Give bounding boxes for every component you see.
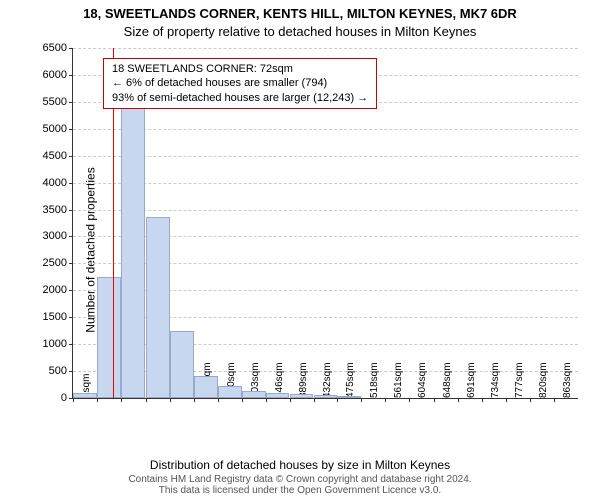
histogram-plot: 0500100015002000250030003500400045005000… bbox=[72, 48, 578, 399]
chart-title-line1: 18, SWEETLANDS CORNER, KENTS HILL, MILTO… bbox=[0, 6, 600, 21]
xtick-label: 691sqm bbox=[462, 362, 477, 398]
histogram-bar bbox=[242, 391, 266, 398]
xtick-mark bbox=[242, 398, 243, 402]
ytick-label: 1000 bbox=[43, 338, 73, 350]
ytick-label: 3000 bbox=[43, 230, 73, 242]
histogram-bar bbox=[290, 394, 314, 398]
gridline-h bbox=[73, 129, 578, 130]
histogram-bar bbox=[97, 277, 121, 398]
xtick-mark bbox=[482, 398, 483, 402]
histogram-bar bbox=[314, 395, 338, 398]
ytick-label: 2500 bbox=[43, 257, 73, 269]
ytick-label: 4000 bbox=[43, 177, 73, 189]
xtick-mark bbox=[97, 398, 98, 402]
ytick-label: 4500 bbox=[43, 150, 73, 162]
ytick-label: 500 bbox=[49, 365, 73, 377]
xtick-label: 734sqm bbox=[486, 362, 501, 398]
annotation-line2: ← 6% of detached houses are smaller (794… bbox=[112, 76, 368, 90]
annotation-line1: 18 SWEETLANDS CORNER: 72sqm bbox=[112, 62, 368, 76]
xtick-mark bbox=[506, 398, 507, 402]
xtick-label: 648sqm bbox=[438, 362, 453, 398]
histogram-bar bbox=[73, 393, 97, 398]
xtick-mark bbox=[458, 398, 459, 402]
gridline-h bbox=[73, 183, 578, 184]
histogram-bar bbox=[194, 376, 218, 398]
histogram-bar bbox=[218, 386, 242, 398]
xtick-label: 604sqm bbox=[413, 362, 428, 398]
xtick-mark bbox=[266, 398, 267, 402]
gridline-h bbox=[73, 156, 578, 157]
xtick-mark bbox=[434, 398, 435, 402]
ytick-label: 2000 bbox=[43, 284, 73, 296]
chart-title-line2: Size of property relative to detached ho… bbox=[0, 24, 600, 39]
ytick-label: 6500 bbox=[43, 42, 73, 54]
xtick-mark bbox=[170, 398, 171, 402]
ytick-label: 1500 bbox=[43, 311, 73, 323]
annotation-line3: 93% of semi-detached houses are larger (… bbox=[112, 91, 368, 105]
xtick-label: 820sqm bbox=[534, 362, 549, 398]
xtick-mark bbox=[554, 398, 555, 402]
xtick-mark bbox=[409, 398, 410, 402]
ytick-label: 5000 bbox=[43, 123, 73, 135]
xtick-mark bbox=[385, 398, 386, 402]
xtick-mark bbox=[73, 398, 74, 402]
annotation-box: 18 SWEETLANDS CORNER: 72sqm ← 6% of deta… bbox=[103, 58, 377, 109]
ytick-label: 5500 bbox=[43, 96, 73, 108]
xtick-mark bbox=[337, 398, 338, 402]
histogram-bar bbox=[266, 393, 290, 398]
gridline-h bbox=[73, 210, 578, 211]
xtick-label: 389sqm bbox=[294, 362, 309, 398]
xtick-label: 518sqm bbox=[365, 362, 380, 398]
xtick-mark bbox=[361, 398, 362, 402]
xtick-mark bbox=[121, 398, 122, 402]
xtick-mark bbox=[218, 398, 219, 402]
histogram-bar bbox=[337, 396, 361, 398]
ytick-label: 6000 bbox=[43, 69, 73, 81]
x-axis-label: Distribution of detached houses by size … bbox=[0, 458, 600, 472]
histogram-bar bbox=[146, 217, 170, 398]
gridline-h bbox=[73, 48, 578, 49]
histogram-bar bbox=[121, 96, 145, 398]
ytick-label: 3500 bbox=[43, 204, 73, 216]
footer-attribution: Contains HM Land Registry data © Crown c… bbox=[0, 474, 600, 496]
xtick-mark bbox=[290, 398, 291, 402]
xtick-mark bbox=[530, 398, 531, 402]
xtick-label: 777sqm bbox=[510, 362, 525, 398]
histogram-bar bbox=[170, 331, 194, 398]
xtick-mark bbox=[146, 398, 147, 402]
xtick-mark bbox=[314, 398, 315, 402]
xtick-mark bbox=[194, 398, 195, 402]
xtick-label: 863sqm bbox=[558, 362, 573, 398]
xtick-label: 561sqm bbox=[389, 362, 404, 398]
xtick-label: 475sqm bbox=[341, 362, 356, 398]
xtick-label: 432sqm bbox=[318, 362, 333, 398]
ytick-label: 0 bbox=[61, 392, 73, 404]
